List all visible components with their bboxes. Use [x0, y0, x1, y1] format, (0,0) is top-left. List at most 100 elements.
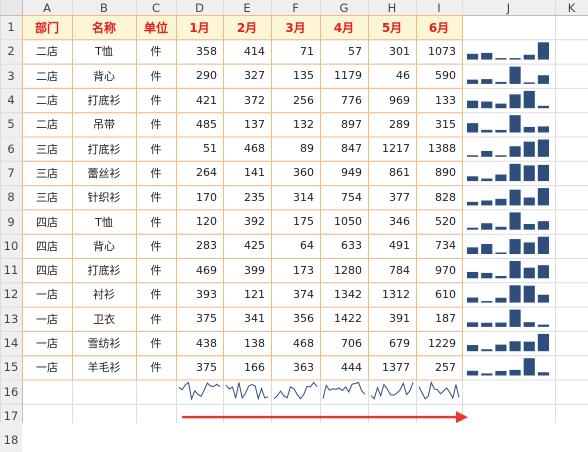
table-cell[interactable]: 392 [244, 215, 265, 229]
table-cell[interactable]: 件 [150, 118, 162, 132]
table-cell[interactable]: 一店 [36, 312, 58, 326]
header-cell-5[interactable]: 2月 [223, 15, 271, 40]
row-header-8[interactable]: 8 [0, 185, 22, 210]
table-cell[interactable]: 三店 [36, 166, 58, 180]
table-cell[interactable]: 四店 [36, 264, 58, 278]
table-cell[interactable]: 1217 [382, 142, 410, 156]
table-cell[interactable]: 257 [435, 360, 456, 374]
column-header-E[interactable]: E [223, 0, 271, 15]
row-header-6[interactable]: 6 [0, 136, 22, 161]
table-cell[interactable]: T恤 [95, 215, 113, 229]
table-cell[interactable]: 301 [389, 44, 410, 58]
table-cell[interactable]: 633 [341, 239, 362, 253]
column-header-C[interactable]: C [136, 0, 176, 15]
column-header-K[interactable]: K [555, 0, 588, 15]
table-cell[interactable]: 二店 [36, 69, 58, 83]
table-cell[interactable]: 64 [300, 239, 314, 253]
row-header-10[interactable]: 10 [0, 233, 22, 258]
table-cell[interactable]: 520 [435, 215, 456, 229]
table-cell[interactable]: 件 [150, 166, 162, 180]
row-header-5[interactable]: 5 [0, 112, 22, 137]
table-cell[interactable]: 件 [150, 142, 162, 156]
table-cell[interactable]: 468 [293, 336, 314, 350]
table-cell[interactable]: 1229 [428, 336, 456, 350]
header-cell-6[interactable]: 3月 [271, 15, 320, 40]
table-cell[interactable]: 444 [341, 360, 362, 374]
table-cell[interactable]: 1050 [334, 215, 362, 229]
table-cell[interactable]: 341 [244, 312, 265, 326]
table-cell[interactable]: 71 [300, 44, 314, 58]
table-cell[interactable]: 二店 [36, 94, 58, 108]
row-header-15[interactable]: 15 [0, 355, 22, 380]
table-cell[interactable]: 734 [435, 239, 456, 253]
table-cell[interactable]: 256 [293, 93, 314, 107]
column-header-J[interactable]: J [462, 0, 555, 15]
header-cell-2[interactable]: 名称 [72, 15, 136, 40]
table-cell[interactable]: 970 [435, 263, 456, 277]
column-header-D[interactable]: D [176, 0, 223, 15]
table-cell[interactable]: 打底衫 [87, 142, 121, 156]
table-cell[interactable]: 二店 [36, 45, 58, 59]
table-cell[interactable]: 861 [389, 166, 410, 180]
table-cell[interactable]: 1422 [334, 312, 362, 326]
row-header-1[interactable]: 1 [0, 15, 22, 40]
header-cell-3[interactable]: 单位 [136, 15, 176, 40]
column-header-F[interactable]: F [271, 0, 320, 15]
row-header-3[interactable]: 3 [0, 63, 22, 88]
table-cell[interactable]: 283 [196, 239, 217, 253]
table-cell[interactable]: 吊带 [93, 118, 115, 132]
table-cell[interactable]: 375 [196, 360, 217, 374]
table-cell[interactable]: 890 [435, 166, 456, 180]
table-cell[interactable]: 166 [244, 360, 265, 374]
table-cell[interactable]: 三店 [36, 191, 58, 205]
table-cell[interactable]: 件 [150, 312, 162, 326]
table-cell[interactable]: 51 [203, 142, 217, 156]
table-cell[interactable]: 1388 [428, 142, 456, 156]
column-header-I[interactable]: I [416, 0, 462, 15]
table-cell[interactable]: 件 [150, 264, 162, 278]
table-cell[interactable]: 706 [341, 336, 362, 350]
table-cell[interactable]: 235 [244, 190, 265, 204]
table-cell[interactable]: 372 [244, 93, 265, 107]
table-cell[interactable]: 360 [293, 166, 314, 180]
table-cell[interactable]: 三店 [36, 142, 58, 156]
table-cell[interactable]: 469 [196, 263, 217, 277]
table-cell[interactable]: 897 [341, 117, 362, 131]
table-cell[interactable]: 391 [389, 312, 410, 326]
row-header-4[interactable]: 4 [0, 87, 22, 113]
table-cell[interactable]: 314 [293, 190, 314, 204]
table-cell[interactable]: 969 [389, 93, 410, 107]
table-cell[interactable]: 蕾丝衫 [87, 166, 121, 180]
table-cell[interactable]: 89 [300, 142, 314, 156]
header-cell-7[interactable]: 4月 [320, 15, 368, 40]
row-header-2[interactable]: 2 [0, 39, 22, 64]
row-header-17[interactable]: 17 [0, 403, 22, 429]
row-header-14[interactable]: 14 [0, 330, 22, 356]
table-cell[interactable]: 468 [244, 142, 265, 156]
table-cell[interactable]: 847 [341, 142, 362, 156]
column-header-G[interactable]: G [320, 0, 368, 15]
table-cell[interactable]: 羊毛衫 [87, 361, 121, 375]
table-cell[interactable]: 828 [435, 190, 456, 204]
table-cell[interactable]: 打底衫 [87, 94, 121, 108]
table-cell[interactable]: 358 [196, 44, 217, 58]
table-cell[interactable]: 393 [196, 287, 217, 301]
table-cell[interactable]: 背心 [93, 239, 115, 253]
table-cell[interactable]: 件 [150, 239, 162, 253]
table-cell[interactable]: 679 [389, 336, 410, 350]
table-cell[interactable]: 1179 [334, 69, 362, 83]
table-cell[interactable]: 针织衫 [87, 191, 121, 205]
table-cell[interactable]: 137 [244, 117, 265, 131]
table-cell[interactable]: 件 [150, 288, 162, 302]
table-cell[interactable]: 1312 [382, 287, 410, 301]
table-cell[interactable]: 421 [196, 93, 217, 107]
table-cell[interactable]: 卫衣 [93, 312, 115, 326]
table-cell[interactable]: 46 [396, 69, 410, 83]
table-cell[interactable]: 件 [150, 69, 162, 83]
table-cell[interactable]: 610 [435, 287, 456, 301]
table-cell[interactable]: 327 [244, 69, 265, 83]
table-cell[interactable]: 120 [196, 215, 217, 229]
table-cell[interactable]: 件 [150, 94, 162, 108]
header-cell-8[interactable]: 5月 [368, 15, 416, 40]
table-cell[interactable]: 四店 [36, 239, 58, 253]
